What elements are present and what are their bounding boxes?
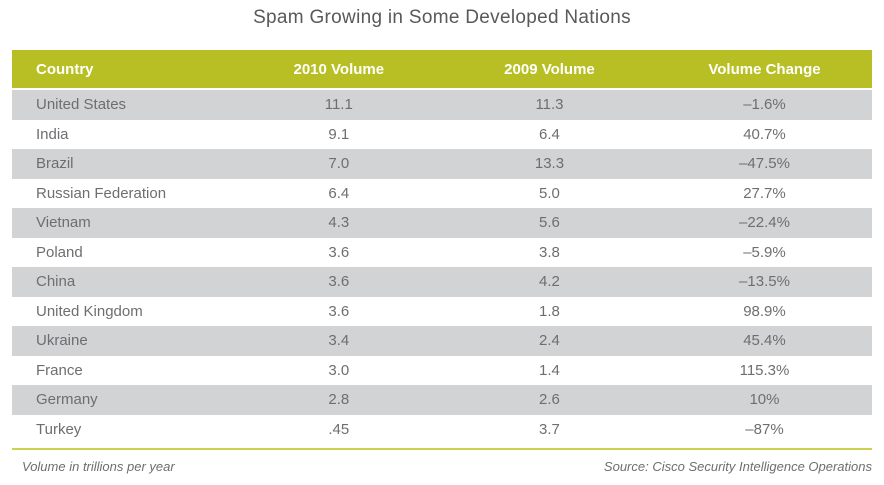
cell-2009-volume: 13.3 bbox=[534, 155, 565, 173]
cell-volume-change: –87% bbox=[745, 420, 784, 438]
cell-volume-change: –1.6% bbox=[743, 96, 786, 114]
table-row: China 3.6 4.2 –13.5% bbox=[12, 267, 872, 297]
cell-2009-volume: 1.8 bbox=[539, 302, 560, 320]
unit-note: Volume in trillions per year bbox=[22, 459, 175, 474]
cell-2009-volume: 1.4 bbox=[539, 361, 560, 379]
cell-2010-volume: 3.4 bbox=[328, 332, 350, 350]
cell-2009-volume: 2.6 bbox=[539, 391, 560, 409]
cell-2009-volume: 3.7 bbox=[539, 420, 560, 438]
cell-2009-volume: 5.6 bbox=[539, 214, 560, 232]
footer-divider bbox=[12, 448, 872, 450]
column-header-2009-volume: 2009 Volume bbox=[504, 60, 595, 78]
cell-volume-change: –5.9% bbox=[743, 243, 786, 261]
cell-volume-change: 27.7% bbox=[743, 184, 786, 202]
cell-2010-volume: 3.6 bbox=[328, 273, 350, 291]
cell-country: Vietnam bbox=[36, 214, 91, 232]
table-row: Vietnam 4.3 5.6 –22.4% bbox=[12, 208, 872, 238]
cell-2010-volume: 4.3 bbox=[328, 214, 350, 232]
table-body: United States 11.1 11.3 –1.6% India 9.1 6.4 40.… bbox=[12, 90, 872, 444]
cell-2009-volume: 6.4 bbox=[539, 125, 560, 143]
cell-2010-volume: 9.1 bbox=[328, 125, 350, 143]
table-row: Brazil 7.0 13.3 –47.5% bbox=[12, 149, 872, 179]
cell-country: India bbox=[36, 125, 69, 143]
page-title: Spam Growing in Some Developed Nations bbox=[253, 7, 631, 28]
cell-2009-volume: 2.4 bbox=[539, 332, 560, 350]
cell-country: Germany bbox=[36, 391, 98, 409]
cell-2010-volume: 2.8 bbox=[328, 391, 350, 409]
spam-volume-table: Country 2010 Volume 2009 Volume Volume C… bbox=[12, 50, 872, 474]
cell-volume-change: –22.4% bbox=[739, 214, 790, 232]
cell-2010-volume: 6.4 bbox=[328, 184, 350, 202]
table-row: France 3.0 1.4 115.3% bbox=[12, 355, 872, 385]
cell-country: Poland bbox=[36, 243, 83, 261]
cell-2009-volume: 3.8 bbox=[539, 243, 560, 261]
cell-country: United Kingdom bbox=[36, 302, 143, 320]
table-row: Russian Federation 6.4 5.0 27.7% bbox=[12, 178, 872, 208]
cell-country: Turkey bbox=[36, 420, 82, 438]
cell-2010-volume: 3.0 bbox=[328, 361, 350, 379]
table-footnotes: Volume in trillions per year Source: Cis… bbox=[12, 459, 872, 474]
table-row: Poland 3.6 3.8 –5.9% bbox=[12, 237, 872, 267]
cell-volume-change: 40.7% bbox=[743, 125, 786, 143]
cell-2010-volume: .45 bbox=[328, 420, 350, 438]
cell-volume-change: 45.4% bbox=[743, 332, 786, 350]
cell-country: China bbox=[36, 273, 76, 291]
cell-volume-change: –47.5% bbox=[739, 155, 790, 173]
column-header-country: Country bbox=[36, 60, 94, 78]
cell-country: United States bbox=[36, 96, 127, 114]
table-header-row: Country 2010 Volume 2009 Volume Volume C… bbox=[12, 50, 872, 88]
table-row: Ukraine 3.4 2.4 45.4% bbox=[12, 326, 872, 356]
cell-volume-change: 10% bbox=[749, 391, 780, 409]
cell-2010-volume: 3.6 bbox=[328, 302, 350, 320]
table-row: Turkey .45 3.7 –87% bbox=[12, 414, 872, 444]
cell-2010-volume: 7.0 bbox=[328, 155, 350, 173]
table-row: United Kingdom 3.6 1.8 98.9% bbox=[12, 296, 872, 326]
table-row: India 9.1 6.4 40.7% bbox=[12, 119, 872, 149]
table-row: Germany 2.8 2.6 10% bbox=[12, 385, 872, 415]
cell-country: Russian Federation bbox=[36, 184, 167, 202]
column-header-2010-volume: 2010 Volume bbox=[293, 60, 385, 78]
cell-country: Brazil bbox=[36, 155, 74, 173]
column-header-volume-change: Volume Change bbox=[708, 60, 821, 78]
cell-country: Ukraine bbox=[36, 332, 88, 350]
cell-country: France bbox=[36, 361, 83, 379]
cell-2009-volume: 4.2 bbox=[539, 273, 560, 291]
cell-volume-change: –13.5% bbox=[739, 273, 790, 291]
cell-volume-change: 115.3% bbox=[739, 361, 790, 379]
cell-2009-volume: 11.3 bbox=[535, 96, 564, 114]
cell-2010-volume: 3.6 bbox=[328, 243, 350, 261]
cell-volume-change: 98.9% bbox=[743, 302, 786, 320]
cell-2009-volume: 5.0 bbox=[539, 184, 560, 202]
table-row: United States 11.1 11.3 –1.6% bbox=[12, 90, 872, 120]
cell-2010-volume: 11.1 bbox=[324, 96, 353, 114]
source-note: Source: Cisco Security Intelligence Oper… bbox=[603, 459, 872, 474]
